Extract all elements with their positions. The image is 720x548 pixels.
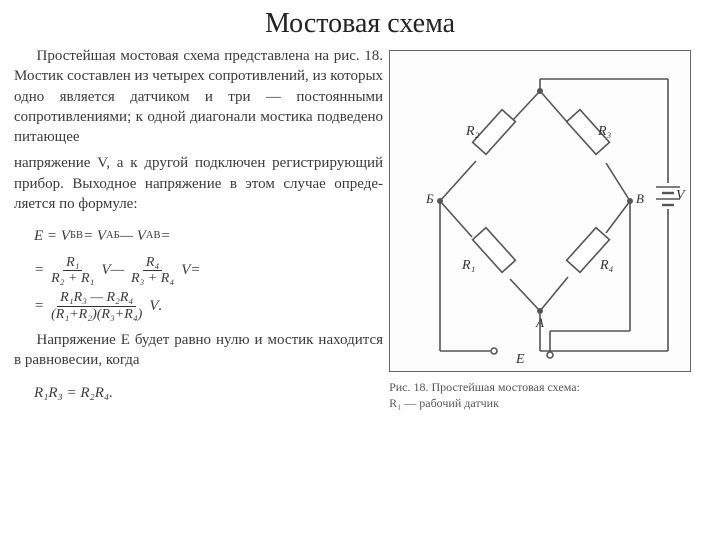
paragraph-intro-a: Простейшая мостовая схема представлена н…	[14, 46, 383, 147]
caption-line-1: Рис. 18. Простейшая мостовая схема:	[389, 380, 689, 396]
V-2: V	[181, 256, 190, 285]
V-1: V	[101, 256, 110, 285]
sub-av: АВ	[146, 226, 161, 246]
frac3-num: R₁R₃ — R₂R₄	[57, 290, 136, 306]
formula-line-1: E = VБВ = VАБ — VАВ =	[34, 222, 383, 251]
paragraph-balance: Напряжение E будет равно нулю и мостик н…	[14, 330, 383, 371]
figure-column: R₂ R₃ R₁ R₄ V E А Б В Рис. 18. Простейша…	[389, 46, 710, 415]
label-node-a: А	[535, 315, 544, 330]
formula-line-3: = R₁R₃ — R₂R₄ (R₁+R₂)(R₃+R₄) V .	[34, 290, 383, 322]
label-node-v: В	[636, 191, 644, 206]
period: .	[159, 292, 163, 321]
minus-2: —	[111, 256, 124, 285]
formula-block: E = VБВ = VАБ — VАВ = = R₁ R₂ + R₁ V — R…	[34, 222, 383, 322]
fraction-3: R₁R₃ — R₂R₄ (R₁+R₂)(R₃+R₄)	[48, 290, 145, 322]
frac1-den: R₂ + R₁	[48, 271, 97, 286]
eq-suffix-2: =	[190, 256, 200, 285]
bridge-circuit-diagram: R₂ R₃ R₁ R₄ V E А Б В	[389, 50, 691, 372]
eq-prefix-3: =	[34, 292, 44, 321]
content-area: Простейшая мостовая схема представлена н…	[0, 46, 720, 415]
frac3-den: (R₁+R₂)(R₃+R₄)	[48, 307, 145, 322]
sub-ab: АБ	[106, 226, 120, 246]
fraction-2: R₄ R₃ + R₄	[128, 255, 177, 287]
figure-caption: Рис. 18. Простейшая мостовая схема: R₁ —…	[389, 380, 689, 411]
label-r2: R₂	[465, 124, 480, 139]
label-r1: R₁	[461, 258, 475, 273]
frac2-num: R₄	[143, 255, 162, 271]
page-title: Мостовая схема	[0, 8, 720, 40]
balance-formula: R₁R₃ = R₂R₄.	[34, 379, 383, 408]
formula-eq1: = V	[83, 222, 106, 251]
formula-minus1: — V	[120, 222, 146, 251]
caption-line-2: R₁ — рабочий датчик	[389, 396, 689, 412]
eq-prefix-2: =	[34, 256, 44, 285]
bridge-svg: R₂ R₃ R₁ R₄ V E А Б В	[390, 51, 690, 371]
V-3: V	[149, 292, 158, 321]
formula-lhs: E = V	[34, 222, 70, 251]
balance-eq-text: R₁R₃ = R₂R₄.	[34, 385, 113, 401]
label-e: E	[515, 352, 525, 367]
frac2-den: R₃ + R₄	[128, 271, 177, 286]
text-column: Простейшая мостовая схема представлена н…	[14, 46, 389, 415]
frac1-num: R₁	[63, 255, 82, 271]
formula-end1: =	[161, 222, 171, 251]
label-r4: R₄	[599, 258, 614, 273]
label-node-b: Б	[425, 191, 434, 206]
paragraph-intro-b: напряжение V, а к другой подключен регис…	[14, 153, 383, 214]
formula-line-2: = R₁ R₂ + R₁ V — R₄ R₃ + R₄ V =	[34, 255, 383, 287]
label-r3: R₃	[597, 124, 612, 139]
label-v: V	[676, 188, 686, 203]
sub-bv: БВ	[70, 226, 83, 246]
fraction-1: R₁ R₂ + R₁	[48, 255, 97, 287]
